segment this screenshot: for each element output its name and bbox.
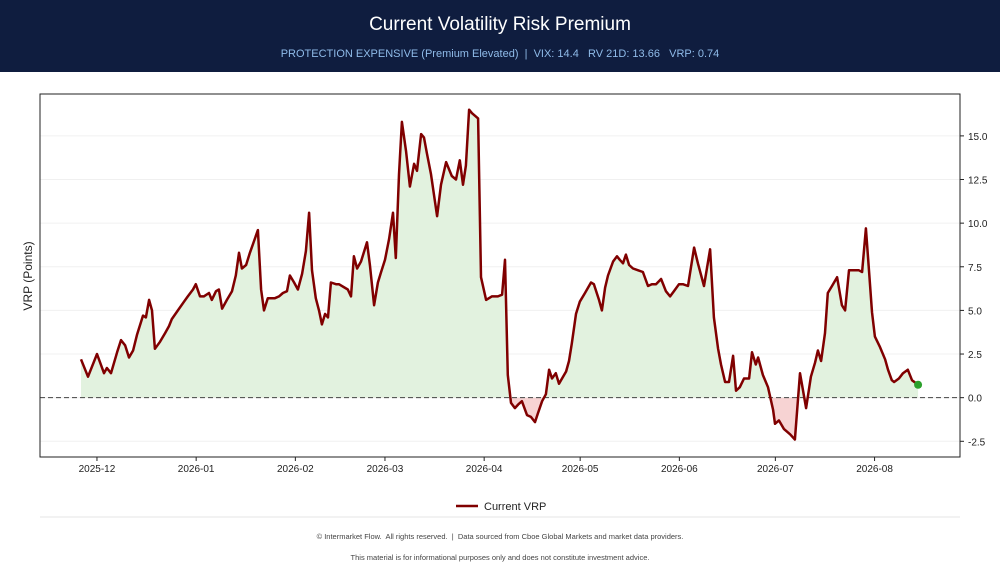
footer-text: This material is for informational purpo… [351, 553, 650, 562]
footer-text: © Intermarket Flow. All rights reserved.… [317, 532, 684, 541]
end-marker [914, 380, 923, 389]
header-bar [0, 0, 1000, 72]
chart-title: Current Volatility Risk Premium [369, 14, 631, 35]
x-tick-label: 2026-04 [466, 464, 503, 475]
x-tick-label: 2026-07 [757, 464, 794, 475]
y-tick-label: 10.0 [968, 219, 988, 230]
x-tick-label: 2025-12 [79, 464, 116, 475]
plot-frame [39, 93, 961, 458]
y-tick-label: 0.0 [968, 394, 982, 405]
y-tick-label: 7.5 [968, 263, 982, 274]
positive-area [81, 109, 919, 398]
x-tick-label: 2026-01 [178, 464, 215, 475]
x-tick-label: 2026-03 [367, 464, 404, 475]
legend-label: Current VRP [484, 501, 546, 513]
y-tick-label: 5.0 [968, 306, 982, 317]
y-tick-label: -2.5 [968, 437, 986, 448]
y-tick-label: 15.0 [968, 132, 988, 143]
line [79, 108, 919, 441]
negative-area [510, 397, 808, 440]
y-tick-label: 12.5 [968, 176, 988, 187]
x-tick-label: 2026-06 [661, 464, 698, 475]
y-axis-label: VRP (Points) [21, 241, 35, 310]
x-tick-label: 2026-05 [562, 464, 599, 475]
x-tick-label: 2026-08 [856, 464, 893, 475]
subtitle: PROTECTION EXPENSIVE (Premium Elevated) … [281, 48, 720, 60]
x-tick-label: 2026-02 [277, 464, 314, 475]
y-tick-label: 2.5 [968, 350, 982, 361]
